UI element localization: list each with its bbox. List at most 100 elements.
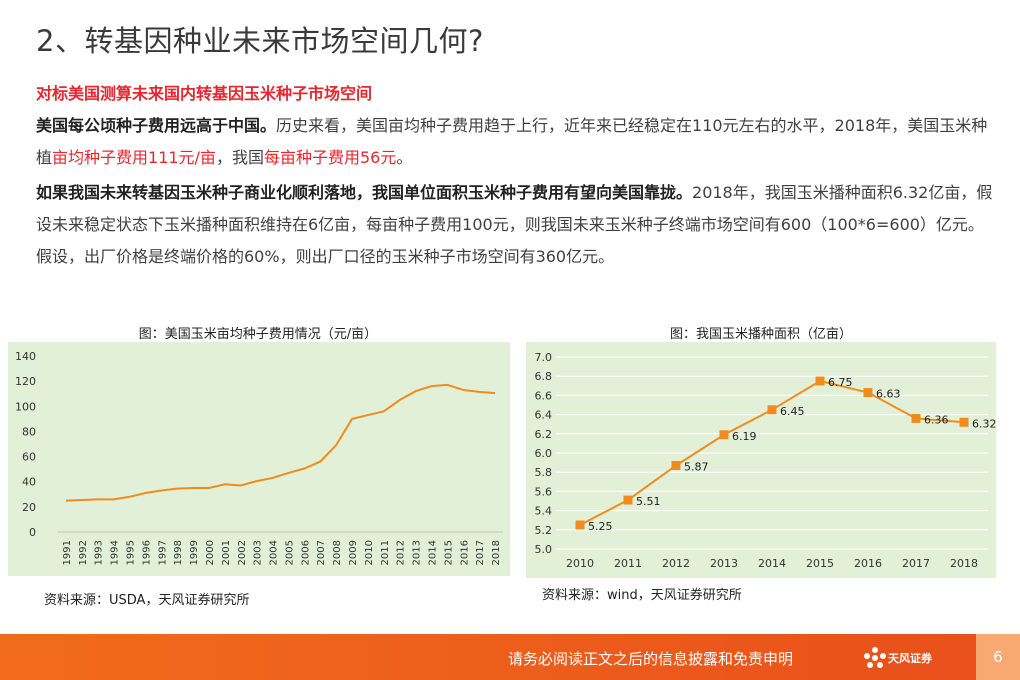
para1-bold: 美国每公顷种子费用远高于中国。 (36, 116, 277, 135)
x-tick-label: 2007 (316, 540, 327, 565)
y-tick-label: 6.6 (535, 389, 553, 402)
y-tick-label: 20 (22, 501, 36, 514)
left-chart-source: 资料来源：USDA，天风证券研究所 (44, 593, 250, 608)
data-point-marker (623, 495, 633, 505)
data-label: 6.36 (924, 413, 949, 426)
x-tick-label: 2012 (662, 557, 690, 570)
data-label: 6.45 (780, 405, 805, 418)
y-tick-label: 6.2 (535, 428, 553, 441)
x-tick-label: 2001 (221, 540, 232, 565)
y-tick-label: 0 (29, 526, 36, 539)
x-tick-label: 2006 (300, 540, 311, 565)
y-tick-label: 100 (15, 400, 36, 413)
right-chart-background (526, 342, 996, 578)
x-tick-label: 1996 (141, 540, 152, 565)
para1-text-2: ，我国 (215, 148, 264, 167)
data-label: 5.25 (588, 520, 613, 533)
data-label: 6.75 (828, 376, 853, 389)
page-title: 2、转基因种业未来市场空间几何? (36, 24, 484, 58)
x-tick-label: 2017 (902, 557, 930, 570)
x-tick-label: 2004 (269, 540, 280, 565)
x-tick-label: 2000 (205, 540, 216, 565)
y-tick-label: 40 (22, 476, 36, 489)
x-tick-label: 2013 (412, 540, 423, 565)
footer-bar (0, 634, 1020, 680)
y-tick-label: 5.8 (535, 466, 553, 479)
data-label: 5.51 (636, 495, 661, 508)
para1-text-1: 历史来看，美国亩均种子费用趋于上行，近年来已经稳定在110元左右的水平，2018… (36, 116, 988, 167)
x-tick-label: 1993 (94, 540, 105, 565)
y-tick-label: 120 (15, 375, 36, 388)
para1-red-1: 亩均种子费用111元/亩 (52, 148, 216, 167)
right-chart-title: 图：我国玉米播种面积（亿亩） (669, 327, 852, 342)
right-line-chart: 5.0 5.2 5.4 5.6 5.8 6.0 6.2 6.4 6.6 6.8 7.0 2010 201… (535, 351, 997, 570)
x-tick-label: 2011 (380, 540, 391, 565)
y-tick-label: 6.4 (535, 409, 553, 422)
y-tick-label: 7.0 (535, 351, 553, 364)
x-tick-label: 2015 (806, 557, 834, 570)
x-tick-label: 1991 (62, 540, 73, 565)
x-tick-label: 1998 (173, 540, 184, 565)
data-point-marker (911, 413, 921, 423)
y-tick-label: 5.6 (535, 485, 553, 498)
data-point-marker (575, 520, 585, 530)
y-tick-label: 5.2 (535, 524, 553, 537)
left-chart-background (8, 342, 510, 576)
x-tick-label: 1997 (157, 540, 168, 565)
x-tick-label: 2011 (614, 557, 642, 570)
logo-text: 天风证券 (888, 652, 932, 665)
para1-red-2: 每亩种子费用56元 (263, 148, 397, 167)
x-tick-label: 1995 (126, 540, 137, 565)
x-tick-label: 2013 (710, 557, 738, 570)
y-tick-label: 60 (22, 451, 36, 464)
left-line-chart: 0 20 40 60 80 100 120 140 1991 1992 1993 1994 1995 19… (15, 350, 503, 565)
x-tick-label: 2016 (459, 540, 470, 565)
x-tick-label: 2008 (332, 540, 343, 565)
section-subheading: 对标美国测算未来国内转基因玉米种子市场空间 (36, 84, 373, 103)
x-tick-label: 2003 (253, 540, 264, 565)
page-number-box (976, 634, 1020, 680)
tianfeng-logo-icon (864, 647, 886, 668)
left-chart-title: 图：美国玉米亩均种子费用情况（元/亩） (138, 327, 378, 342)
data-point-marker (959, 417, 969, 427)
data-point-marker (815, 376, 825, 386)
x-tick-label: 2002 (237, 540, 248, 565)
x-tick-label: 1992 (78, 540, 89, 565)
page-number: 6 (993, 648, 1003, 666)
x-tick-label: 2015 (443, 540, 454, 565)
series-line (65, 383, 496, 502)
x-tick-label: 2014 (427, 540, 438, 565)
x-tick-label: 2016 (854, 557, 882, 570)
x-tick-label: 2010 (566, 557, 594, 570)
x-tick-label: 2017 (475, 540, 486, 565)
right-chart-source: 资料来源：wind，天风证券研究所 (542, 588, 742, 603)
x-tick-label: 1999 (189, 540, 200, 565)
y-tick-label: 5.4 (535, 505, 553, 518)
para2-text-1: 2018年，我国玉米播种面积6.32亿亩，假设未来稳定状态下玉米播种面积维持在6… (36, 183, 993, 266)
data-label: 6.63 (876, 388, 901, 401)
x-tick-label: 1994 (110, 540, 121, 565)
paragraph-2: 如果我国未来转基因玉米种子商业化顺利落地，我国单位面积玉米种子费用有望向美国靠拢… (36, 177, 996, 273)
x-tick-label: 2010 (364, 540, 375, 565)
data-point-marker (719, 430, 729, 440)
data-point-marker (863, 388, 873, 398)
data-label: 6.32 (972, 417, 996, 430)
y-tick-label: 5.0 (535, 543, 553, 556)
y-tick-label: 140 (15, 350, 36, 363)
paragraph-1: 美国每公顷种子费用远高于中国。历史来看，美国亩均种子费用趋于上行，近年来已经稳定… (36, 110, 996, 174)
data-point-marker (671, 460, 681, 470)
y-tick-label: 80 (22, 425, 36, 438)
y-tick-label: 6.8 (535, 370, 553, 383)
data-label: 5.87 (684, 460, 709, 473)
x-tick-label: 2012 (396, 540, 407, 565)
x-tick-label: 2005 (284, 540, 295, 565)
data-point-marker (767, 405, 777, 415)
para2-bold: 如果我国未来转基因玉米种子商业化顺利落地，我国单位面积玉米种子费用有望向美国靠拢… (36, 183, 693, 202)
x-tick-label: 2018 (950, 557, 978, 570)
x-tick-label: 2018 (491, 540, 502, 565)
footer-disclaimer: 请务必阅读正文之后的信息披露和免责申明 (508, 650, 794, 668)
x-tick-label: 2009 (348, 540, 359, 565)
para1-text-3: 。 (396, 148, 413, 167)
x-tick-label: 2014 (758, 557, 786, 570)
data-label: 6.19 (732, 430, 757, 443)
